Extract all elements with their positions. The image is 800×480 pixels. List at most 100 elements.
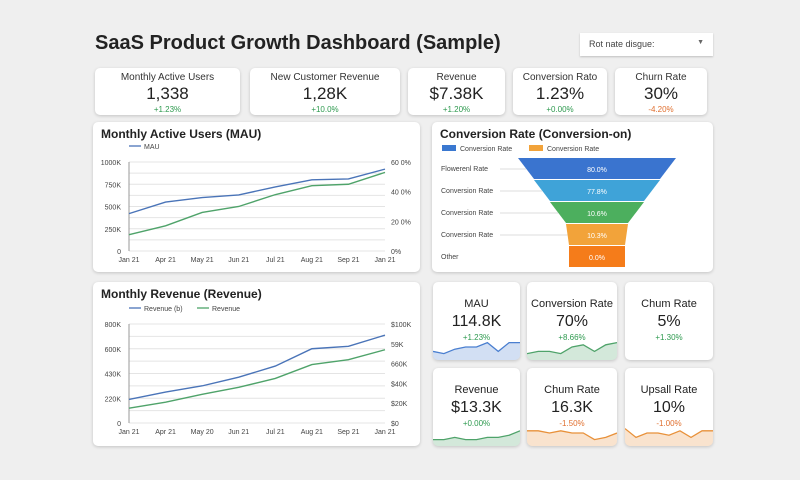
sparkline — [433, 430, 520, 446]
metric-card: Conversion Rate 70% +8.66% — [527, 282, 617, 360]
metric-card: Upsall Rate 10% -1.00% — [625, 368, 713, 446]
metric-label: MAU — [464, 298, 489, 310]
kpi-value: 1.23% — [535, 84, 585, 103]
funnel-label: Flowerenl Rate — [441, 166, 488, 173]
sparkline — [527, 430, 617, 446]
conversion-funnel-chart: Conversion Rate Conversion Rate 80.0% Flowe… — [441, 145, 676, 267]
chart-title: Monthly Revenue (Revenue) — [101, 287, 262, 301]
sparkline-line — [625, 428, 713, 439]
metric-value: 10% — [652, 399, 686, 416]
kpi-label: Revenue — [436, 72, 477, 83]
y-tick-label: 250K — [105, 227, 122, 234]
y-tick-label: 0 — [117, 249, 121, 256]
metric-value: 16.3K — [551, 399, 593, 416]
sparkline-area — [433, 430, 520, 446]
funnel-stage — [534, 180, 660, 201]
mau-line-chart: 0 250K 500K 750K 1000K 0% 20 0% 40 0% 60 0% Jan 2… — [101, 144, 411, 264]
metric-card: Revenue $13.3K +0.00% — [433, 368, 520, 446]
filter-dropdown[interactable]: Rot nate disgue: ▼ — [580, 33, 713, 56]
sparkline-area — [527, 430, 617, 446]
dropdown-value: Rot nate disgue: — [589, 39, 655, 49]
y-tick-label: 1000K — [101, 160, 122, 167]
metric-delta: -1.00% — [656, 419, 682, 428]
y2-tick-label: $40K — [391, 381, 408, 388]
metric-label: Conversion Rate — [531, 298, 613, 310]
kpi-delta: +1.23% — [153, 105, 182, 114]
x-tick-label: May 21 — [191, 257, 214, 264]
metric-label: Chum Rate — [641, 298, 697, 310]
funnel-value: 80.0% — [587, 167, 607, 174]
y-tick-label: 800K — [105, 322, 122, 329]
legend-label: Revenue — [212, 306, 240, 313]
metric-value: 70% — [555, 313, 589, 330]
x-tick-label: Jan 21 — [118, 429, 139, 436]
x-tick-label: Jul 21 — [266, 257, 285, 264]
kpi-card: Churn Rate 30% -4.20% — [615, 68, 707, 115]
sparkline-area — [433, 342, 520, 360]
kpi-delta: -4.20% — [648, 105, 674, 114]
funnel-stage — [550, 202, 644, 223]
y2-tick-label: $0 — [391, 421, 399, 428]
kpi-value: $7.38K — [429, 84, 484, 103]
metric-delta: -1.50% — [559, 419, 585, 428]
kpi-label: New Customer Revenue — [270, 72, 380, 83]
kpi-label: Conversion Rato — [522, 72, 598, 83]
metric-delta: +1.30% — [655, 333, 683, 342]
x-tick-label: Sep 21 — [337, 429, 359, 436]
legend-label: Revenue (b) — [144, 306, 183, 313]
metric-label: Chum Rate — [544, 384, 600, 396]
chart-title: Monthly Active Users (MAU) — [101, 127, 262, 141]
kpi-delta: +0.00% — [546, 105, 574, 114]
sparkline — [625, 428, 713, 446]
x-tick-label: Jul 21 — [266, 429, 285, 436]
y2-tick-label: 60 0% — [391, 160, 411, 167]
series-line — [128, 349, 386, 409]
funnel-value: 0.0% — [589, 255, 605, 262]
kpi-value: 1,28K — [302, 84, 348, 103]
x-tick-label: Sep 21 — [337, 257, 359, 264]
x-tick-label: Jan 21 — [118, 257, 139, 264]
revenue-line-chart: 0 220K 430K 600K 800K $0 $20K $40K 660K 59K $100K J… — [105, 306, 412, 436]
chart-title: Conversion Rate (Conversion-on) — [440, 127, 632, 141]
series-line — [128, 171, 386, 236]
x-tick-label: Apr 21 — [155, 257, 176, 264]
legend-label: Conversion Rate — [460, 146, 512, 153]
funnel-label: Conversion Rate — [441, 188, 493, 195]
sparkline-line — [433, 430, 520, 441]
x-tick-label: Jan 21 — [374, 257, 395, 264]
x-tick-label: Apr 21 — [155, 429, 176, 436]
series-line — [128, 168, 386, 215]
funnel-stage — [518, 158, 676, 179]
funnel-label: Conversion Rate — [441, 232, 493, 239]
kpi-card: New Customer Revenue 1,28K +10.0% — [250, 68, 400, 115]
y-tick-label: 750K — [105, 182, 122, 189]
y-tick-label: 0 — [117, 421, 121, 428]
sparkline-area — [527, 342, 617, 360]
y-tick-label: 220K — [105, 396, 122, 403]
funnel-stage — [566, 224, 628, 245]
y2-tick-label: 40 0% — [391, 190, 411, 197]
y-tick-label: 600K — [105, 347, 122, 354]
kpi-label: Churn Rate — [635, 72, 687, 83]
metric-value: $13.3K — [451, 399, 502, 416]
x-tick-label: Aug 21 — [301, 257, 323, 264]
revenue-chart-card: Monthly Revenue (Revenue) 0 220K 430K 600K 8… — [93, 282, 420, 446]
x-tick-label: May 20 — [191, 429, 214, 436]
metric-card: Chum Rate 5% +1.30% — [625, 282, 713, 360]
funnel-value: 10.6% — [587, 211, 607, 218]
sparkline-line — [433, 341, 520, 355]
y2-tick-label: 0% — [391, 249, 401, 256]
x-tick-label: Jun 21 — [228, 257, 249, 264]
sparkline — [527, 341, 617, 360]
x-tick-label: Aug 21 — [301, 429, 323, 436]
metric-delta: +8.66% — [558, 333, 586, 342]
mau-chart-card: Monthly Active Users (MAU) 0 250K 500K 750K… — [93, 122, 420, 272]
kpi-value: 1,338 — [146, 84, 189, 103]
y-tick-label: 500K — [105, 205, 122, 212]
metric-delta: +0.00% — [462, 419, 491, 428]
funnel-stage — [569, 246, 625, 267]
sparkline-line — [527, 430, 617, 441]
legend-swatch — [442, 145, 456, 151]
metric-card: Chum Rate 16.3K -1.50% — [527, 368, 617, 446]
series-line — [128, 334, 386, 401]
